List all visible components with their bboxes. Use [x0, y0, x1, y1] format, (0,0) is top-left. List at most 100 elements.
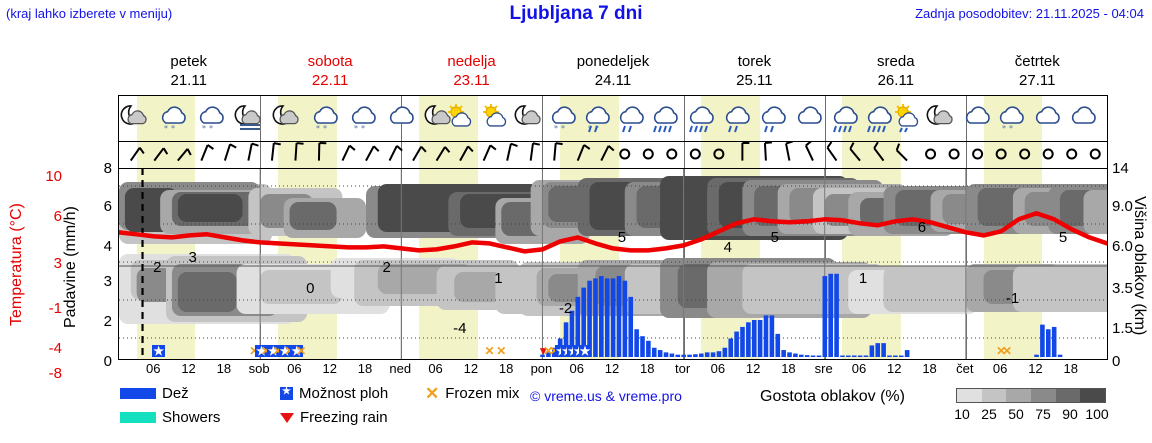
time-tick-ned-7: ned	[389, 361, 412, 376]
precipitation-bar	[804, 355, 810, 357]
temperature-label: 5	[770, 229, 779, 247]
precipitation-bar	[1045, 329, 1051, 357]
precipitation-tick-3: 3	[103, 273, 112, 290]
precipitation-tick-5: 0	[103, 353, 112, 370]
precipitation-bar	[657, 350, 663, 357]
precipitation-bar	[587, 280, 592, 357]
day-header-petek: petek 21.11	[118, 52, 259, 92]
precipitation-bar	[663, 352, 669, 357]
cloud-rain2-icon	[864, 103, 894, 133]
cloudheight-axis-title: Višina oblakov (km)	[1131, 195, 1148, 336]
precipitation-bar	[751, 320, 757, 357]
day-header-sreda: sreda 26.11	[825, 52, 966, 92]
cloud-icon	[1032, 103, 1062, 133]
precipitation-bar	[757, 320, 763, 357]
chance-of-showers-marker-icon: ★	[290, 344, 304, 358]
sun-cloud-rain-icon	[892, 103, 922, 133]
time-tick-12-1: 12	[181, 361, 196, 376]
precipitation-bar	[687, 354, 692, 357]
time-tick-12-5: 12	[322, 361, 337, 376]
svg-text:*: *	[164, 124, 168, 133]
precipitation-bar	[851, 355, 857, 357]
day-name: sreda	[877, 53, 915, 70]
day-date: 27.11	[1019, 72, 1056, 89]
cloud-density-tick-90: 90	[1062, 406, 1078, 422]
time-tick-tor-15: tor	[674, 361, 691, 376]
frozen-mix-marker-icon: ✕	[996, 344, 1007, 358]
cloud-snow-icon: * *	[310, 103, 340, 133]
svg-text:*: *	[1009, 124, 1013, 133]
frozen-mix-marker-icon: ✕	[249, 345, 259, 357]
precipitation-bar	[722, 347, 728, 357]
chart-svg	[119, 168, 1107, 359]
cloud-density-blob	[289, 202, 337, 230]
cloud-icon	[1068, 103, 1098, 133]
precipitation-bar	[693, 354, 698, 357]
time-tick-18-14: 18	[640, 361, 655, 376]
precipitation-bar	[875, 343, 881, 357]
frozen-mix-marker-icon: ✕	[285, 345, 295, 357]
cloud-snow-icon: * *	[348, 103, 378, 133]
day-name: četrtek	[1014, 53, 1060, 70]
temperature-label: 5	[617, 229, 627, 247]
row-separator-0	[119, 141, 1107, 142]
precipitation-bar	[581, 287, 586, 357]
cloud-snow-icon: * *	[196, 103, 226, 133]
legend-item-rain: Dež	[120, 385, 189, 402]
temperature-label: 6	[917, 219, 927, 237]
temperature-axis-title: Temperatura (°C)	[8, 203, 25, 327]
day-separator-1	[260, 96, 262, 141]
precipitation-bar	[640, 336, 645, 357]
precipitation-bar	[787, 352, 792, 357]
copyright-text[interactable]: © vreme.us & vreme.pro	[530, 388, 682, 404]
precipitation-bar	[634, 329, 639, 357]
cloud-snow-icon: * *	[548, 103, 578, 133]
cloud-density-legend: Gostota oblakov (%) 10 25 50 75 90 100	[760, 386, 1140, 431]
legend-label-rain: Dež	[162, 385, 189, 402]
freezing-rain-icon	[280, 412, 294, 423]
meteogram-plot[interactable]: ************** 2302-41-254516-15★✕★✕★✕★✕…	[118, 95, 1108, 360]
day-separator-3	[542, 141, 544, 168]
chance-of-showers-marker-icon: ★	[255, 344, 268, 358]
day-date: 24.11	[594, 72, 632, 89]
cloud-density-step-100	[1080, 389, 1106, 402]
day-separator-4	[683, 96, 685, 141]
svg-text:*: *	[554, 124, 558, 133]
cloud-rain2-icon	[686, 103, 716, 133]
cloudheight-tick-1: 9.0	[1112, 198, 1133, 215]
chance-of-showers-marker-icon: ★	[266, 344, 280, 358]
frozen-mix-marker-icon: ✕	[273, 345, 283, 357]
cloud-density-blob	[177, 272, 237, 312]
day-header-row: petek 21.11 sobota 22.11 nedelja 23.11 ponedel…	[118, 52, 1108, 92]
time-tick-06-16: 06	[710, 361, 726, 376]
time-tick-12-21: 12	[887, 361, 902, 376]
legend-item-chance: ★ Možnost ploh	[280, 385, 388, 402]
frozen-mix-marker-icon: ✕	[1002, 344, 1013, 358]
precipitation-bar	[704, 352, 710, 357]
temperature-label: 1	[494, 269, 503, 287]
temperature-tick-0: 10	[45, 168, 62, 185]
precipitation-bar	[881, 343, 886, 357]
legend-label-chance: Možnost ploh	[299, 385, 389, 402]
cloud-density-blob	[1083, 190, 1107, 234]
temperature-label: -4	[453, 319, 467, 337]
precipitation-bar	[540, 354, 545, 357]
svg-text:*: *	[316, 124, 320, 133]
precipitation-bar	[551, 347, 557, 357]
cloudheight-axis-ticks: 14 9.0 6.0 3.5 1.5 0	[1112, 160, 1142, 370]
day-separator-5	[824, 96, 826, 141]
precipitation-tick-4: 2	[103, 313, 112, 330]
moon-cloud-icon	[514, 103, 544, 133]
precipitation-bar	[740, 326, 745, 357]
day-date: 22.11	[311, 72, 349, 89]
precipitation-bar	[834, 273, 839, 357]
time-tick-06-24: 06	[992, 361, 1008, 376]
cloud-density-title: Gostota oblakov (%)	[760, 388, 905, 405]
precipitation-bar	[734, 331, 739, 357]
night-band-2	[418, 141, 478, 168]
chance-of-showers-marker-icon: ★	[152, 344, 165, 358]
night-band-0	[136, 141, 196, 168]
chance-of-showers-icon: ★	[280, 386, 293, 400]
precipitation-axis-ticks: 8 6 4 3 2 0	[86, 160, 112, 370]
day-name: sobota	[307, 53, 353, 70]
